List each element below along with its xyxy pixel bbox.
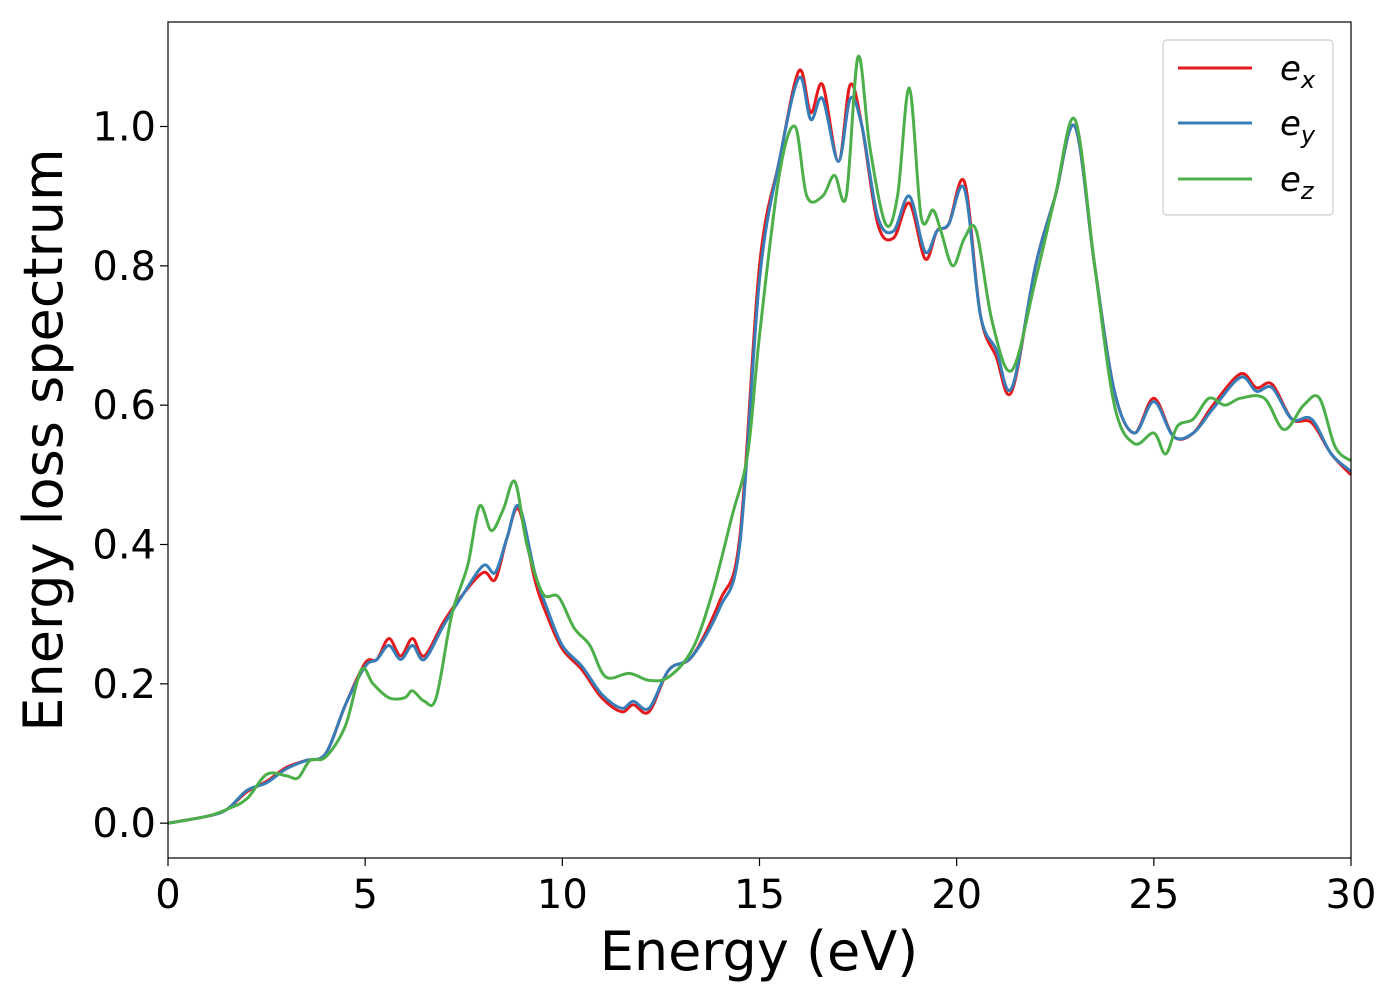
legend-box	[1162, 39, 1334, 216]
x-axis-label: Energy (eV)	[600, 920, 919, 983]
y-tick-label: 0.2	[92, 662, 156, 708]
y-tick-label: 0.4	[92, 523, 156, 569]
plot-area-frame	[167, 21, 1352, 859]
x-tick-label: 25	[1128, 872, 1179, 918]
y-tick-label: 0.6	[92, 383, 156, 429]
y-tick-label: 0.0	[92, 801, 156, 847]
x-tick-label: 30	[1326, 872, 1377, 918]
x-tick-label: 10	[537, 872, 588, 918]
y-tick-label: 0.8	[92, 244, 156, 290]
series-line-ez	[167, 54, 1352, 825]
legend-label-ey: ey	[1280, 104, 1316, 149]
legend-label-ex: ex	[1280, 49, 1316, 94]
y-axis-label: Energy loss spectrum	[12, 148, 75, 731]
ticks-group: 0 5 10 15 20 25 30 0.0 0.2 0.4 0.6 0.8 1.0	[92, 105, 1376, 919]
series-group	[167, 54, 1353, 825]
x-tick-label: 5	[352, 872, 377, 918]
y-tick-label: 1.0	[92, 105, 156, 151]
x-tick-label: 20	[931, 872, 982, 918]
legend-label-ez: ez	[1280, 160, 1315, 205]
legend: ex ey ez	[1162, 39, 1334, 216]
series-line-ey	[167, 75, 1352, 825]
x-tick-label: 15	[734, 872, 785, 918]
x-tick-label: 0	[155, 872, 180, 918]
